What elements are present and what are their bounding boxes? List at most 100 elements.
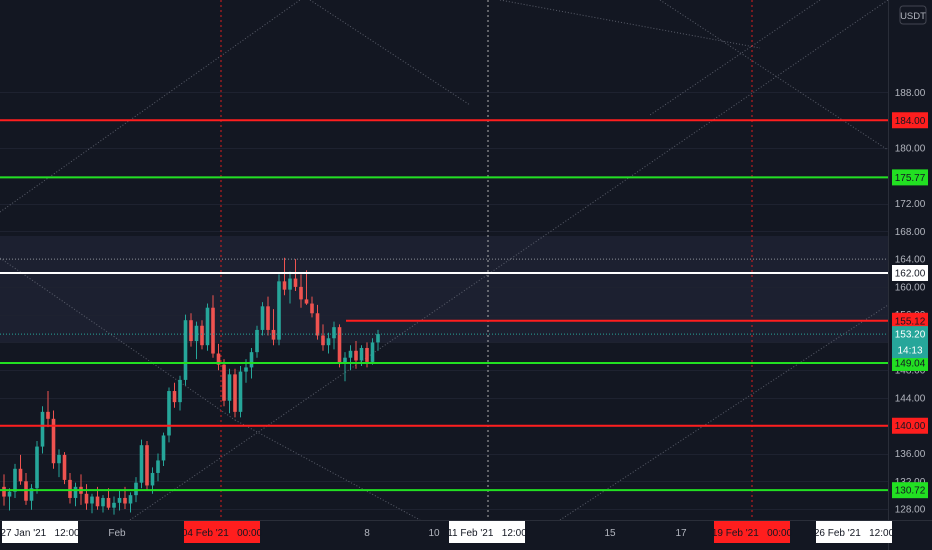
candle-body-48 (266, 306, 270, 330)
candle-64 (354, 341, 358, 369)
date-markers (220, 0, 753, 520)
time-label-text-3: 8 (364, 528, 370, 539)
candle-34 (189, 313, 193, 347)
candle-body-26 (145, 445, 149, 486)
level-badge-4: 149.04 (892, 354, 928, 371)
candle-body-3 (18, 468, 23, 482)
diagonal-line-5 (659, 0, 888, 151)
price-badges: 184.00 175.77 162.00 155.12 149.04 140.00 130.… (892, 112, 928, 499)
candle-5 (29, 484, 34, 510)
candle-body-43 (238, 371, 243, 412)
candle-body-1 (7, 491, 12, 497)
candle-body-23 (128, 495, 133, 504)
candle-15 (84, 484, 89, 510)
candle-body-58 (321, 335, 325, 346)
level-badge-5: 140.00 (892, 417, 928, 434)
candle-body-39 (216, 353, 221, 365)
candle-58 (321, 324, 325, 351)
candle-12 (68, 472, 72, 504)
candle-50 (277, 274, 281, 346)
candle-body-8 (46, 411, 50, 419)
candle-body-68 (376, 334, 380, 343)
candle-body-67 (370, 342, 375, 362)
candle-16 (90, 493, 94, 514)
horizontal-levels (0, 119, 888, 492)
candle-body-18 (101, 497, 105, 507)
last-price-badge-text: 153.20 (895, 330, 926, 341)
price-axis[interactable]: 128.00132.00136.00140.00144.00148.00152.… (895, 88, 926, 516)
candle-55 (304, 270, 309, 305)
candle-body-63 (348, 350, 353, 358)
candle-body-15 (84, 493, 89, 504)
candle-68 (376, 329, 380, 351)
candle-body-0 (2, 486, 6, 497)
candle-body-27 (150, 472, 155, 486)
candle-body-46 (255, 329, 259, 353)
candle-51 (282, 257, 287, 296)
price-tick-label-2: 136.00 (895, 449, 926, 460)
time-label-box-9 (816, 521, 892, 543)
level-badge-3-box (892, 312, 928, 329)
price-tick-label-4: 144.00 (895, 393, 926, 404)
unit-button[interactable]: USDT (899, 5, 927, 25)
candle-body-16 (90, 496, 94, 504)
candle-53 (293, 259, 298, 292)
candle-11 (62, 452, 67, 485)
candle-body-53 (293, 278, 298, 287)
candle-body-50 (277, 281, 281, 340)
candle-body-57 (315, 313, 320, 336)
candle-56 (310, 296, 314, 318)
candle-body-34 (189, 320, 193, 342)
candle-body-56 (310, 303, 314, 314)
level-badge-0-text: 184.00 (895, 116, 926, 127)
candle-43 (238, 366, 243, 418)
candle-body-20 (112, 502, 116, 508)
time-label-text-8: 19 Feb '21 00:00 (712, 528, 793, 539)
level-badge-2-text: 162.00 (895, 269, 926, 280)
candle-body-25 (139, 445, 144, 483)
time-label-text-5: 11 Feb '21 12:00 (447, 528, 527, 539)
time-label-text-1: Feb (108, 528, 126, 539)
candle-body-45 (249, 352, 254, 368)
level-badge-1: 175.77 (892, 169, 928, 186)
level-badge-1-text: 175.77 (895, 173, 926, 184)
candle-body-9 (51, 418, 56, 464)
candle-1 (7, 488, 12, 511)
level-badge-6-box (892, 482, 928, 499)
candle-36 (200, 320, 204, 350)
candle-33 (183, 314, 188, 386)
candle-body-52 (288, 278, 292, 290)
time-label-text-6: 15 (604, 528, 616, 539)
time-label-text-4: 10 (428, 528, 440, 539)
candle-body-30 (167, 391, 171, 436)
price-tick-label-0: 128.00 (895, 505, 926, 516)
candle-63 (348, 345, 353, 371)
level-badge-5-box (892, 417, 928, 434)
candle-52 (288, 271, 292, 304)
candle-3 (18, 454, 23, 485)
time-label-3: 8 (364, 528, 370, 539)
candle-body-62 (343, 357, 347, 364)
candle-body-10 (57, 454, 61, 464)
time-axis[interactable]: 27 Jan '21 12:00 Feb 04 Feb '21 00:00 8 10 11… (0, 521, 895, 543)
candle-body-51 (282, 281, 287, 290)
candle-body-2 (13, 468, 17, 492)
candle-47 (260, 302, 265, 336)
candle-body-17 (95, 496, 100, 507)
candle-body-5 (29, 488, 34, 501)
candle-body-60 (332, 327, 336, 339)
candle-38 (211, 295, 215, 358)
candle-6 (35, 441, 39, 494)
trend-diagonals (0, 0, 888, 520)
time-label-9: 26 Feb '21 12:00 (814, 521, 895, 543)
price-tick-label-9: 164.00 (895, 255, 926, 266)
candle-body-66 (365, 347, 369, 362)
candle-body-7 (40, 411, 45, 447)
time-label-7: 17 (675, 528, 687, 539)
candle-18 (101, 495, 105, 513)
candle-body-13 (73, 486, 78, 498)
diagonal-line-3 (129, 0, 888, 520)
candle-body-19 (106, 497, 111, 508)
candle-body-21 (117, 497, 122, 503)
